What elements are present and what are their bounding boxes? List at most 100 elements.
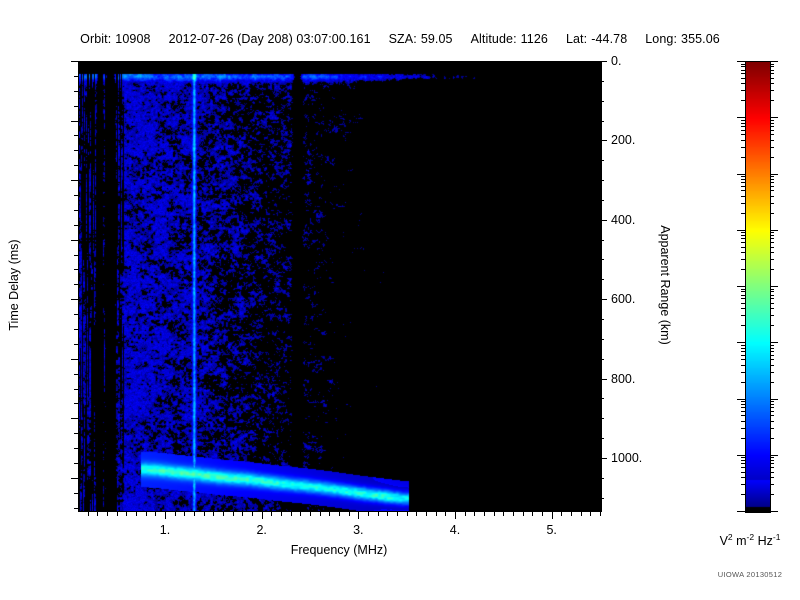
axis-tick-label: 1000. <box>611 450 643 465</box>
axis-tick <box>741 484 745 485</box>
x-axis-title: Frequency (MHz) <box>290 543 388 557</box>
axis-tick <box>600 458 607 459</box>
axis-tick <box>770 230 778 231</box>
axis-tick <box>600 319 604 320</box>
credit-label: UIOWA 20130512 <box>717 570 783 579</box>
axis-tick <box>74 314 78 315</box>
axis-tick <box>71 299 78 300</box>
axis-tick <box>741 100 745 101</box>
axis-tick <box>737 511 745 512</box>
header-field-value: 10908 <box>115 32 151 46</box>
axis-tick <box>329 511 330 516</box>
axis-tick <box>741 242 745 243</box>
axis-tick <box>741 421 745 422</box>
axis-tick <box>571 511 572 516</box>
axis-tick <box>242 511 243 516</box>
axis-tick <box>74 135 78 136</box>
axis-tick <box>770 83 774 84</box>
axis-tick <box>74 389 78 390</box>
axis-tick <box>770 70 774 71</box>
axis-tick <box>233 511 234 516</box>
axis-tick <box>741 428 745 429</box>
axis-tick <box>770 190 774 191</box>
axis-tick <box>300 511 301 516</box>
axis-tick <box>770 66 774 67</box>
axis-tick <box>184 511 185 516</box>
axis-tick <box>741 259 745 260</box>
axis-tick <box>741 457 745 458</box>
axis-tick <box>155 511 156 516</box>
axis-tick <box>737 342 745 343</box>
axis-tick <box>741 123 745 124</box>
axis-tick <box>770 399 778 400</box>
axis-tick <box>770 295 774 296</box>
axis-tick <box>126 511 127 516</box>
axis-tick <box>741 308 745 309</box>
axis-tick <box>74 210 78 211</box>
axis-tick <box>741 345 745 346</box>
axis-tick <box>484 511 485 516</box>
axis-tick <box>71 61 78 62</box>
axis-tick <box>74 91 78 92</box>
header-field-label: Lat: <box>565 32 588 46</box>
axis-tick <box>770 359 774 360</box>
header-field-label: Orbit: <box>80 32 112 46</box>
colorbar-canvas <box>746 62 770 512</box>
axis-tick <box>600 200 604 201</box>
axis-tick <box>281 511 282 516</box>
axis-tick <box>600 339 604 340</box>
axis-tick <box>741 477 745 478</box>
axis-tick <box>770 269 774 270</box>
axis-tick <box>387 511 388 516</box>
axis-tick <box>770 472 774 473</box>
axis-tick <box>770 494 774 495</box>
axis-tick <box>770 100 774 101</box>
axis-tick <box>770 126 774 127</box>
axis-tick <box>71 418 78 419</box>
axis-tick <box>770 123 774 124</box>
axis-tick <box>741 176 745 177</box>
axis-tick <box>770 242 774 243</box>
axis-tick <box>600 279 604 280</box>
axis-tick <box>741 438 745 439</box>
axis-tick <box>581 511 582 516</box>
axis-tick <box>88 511 89 516</box>
axis-tick <box>71 180 78 181</box>
axis-tick <box>770 342 778 343</box>
axis-tick <box>741 303 745 304</box>
axis-tick <box>741 196 745 197</box>
axis-tick <box>74 508 78 509</box>
axis-tick <box>770 196 774 197</box>
axis-tick <box>741 289 745 290</box>
axis-tick <box>770 78 774 79</box>
axis-tick-label: 3. <box>353 523 364 537</box>
axis-tick <box>397 511 398 516</box>
header-field-value: 355.06 <box>681 32 720 46</box>
axis-tick <box>600 299 607 300</box>
axis-tick <box>741 298 745 299</box>
axis-tick <box>770 286 778 287</box>
header-field: Orbit: 10908 <box>80 32 150 46</box>
axis-tick <box>600 398 604 399</box>
axis-tick <box>74 374 78 375</box>
axis-tick <box>770 182 774 183</box>
header-field-value: 2012-07-26 (Day 208) 03:07:00.161 <box>168 32 371 46</box>
axis-tick <box>74 195 78 196</box>
axis-tick <box>74 493 78 494</box>
axis-tick-label: 800. <box>611 371 636 386</box>
axis-tick <box>310 511 311 516</box>
axis-tick <box>291 511 292 516</box>
axis-tick <box>737 61 745 62</box>
axis-tick <box>741 83 745 84</box>
axis-tick <box>770 455 778 456</box>
axis-tick <box>74 150 78 151</box>
axis-tick <box>770 232 774 233</box>
axis-tick <box>741 415 745 416</box>
axis-tick <box>770 463 774 464</box>
y-axis-right-title: Apparent Range (km) <box>658 225 672 345</box>
axis-tick <box>770 203 774 204</box>
axis-tick <box>271 511 272 516</box>
axis-tick <box>770 355 774 356</box>
axis-tick <box>74 225 78 226</box>
axis-tick <box>737 286 745 287</box>
